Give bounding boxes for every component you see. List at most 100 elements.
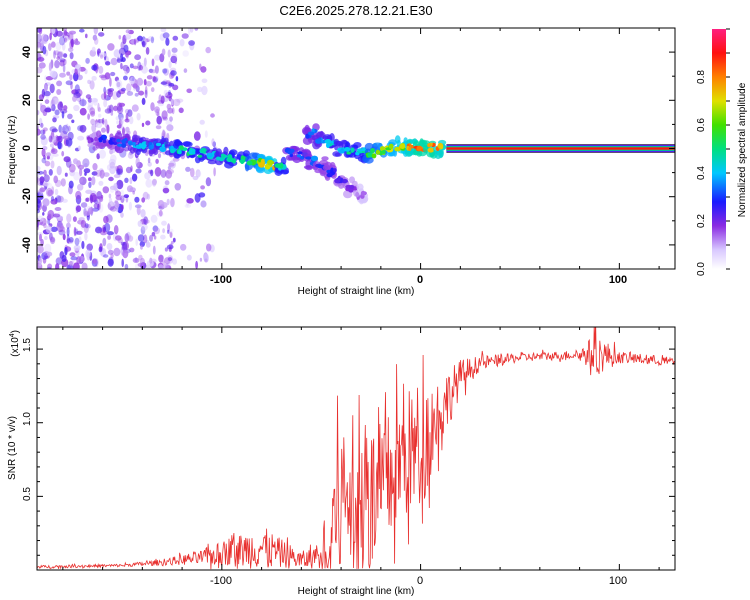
spectrogram-noise-cell xyxy=(44,99,50,104)
spectrogram-noise-cell xyxy=(97,119,104,124)
spectrogram-ridge-halo xyxy=(248,152,259,160)
spectrogram-noise-cell xyxy=(84,163,88,168)
spectrogram-noise-cell xyxy=(55,195,62,203)
spectrogram-noise-cell xyxy=(210,113,215,118)
spectrogram-y-tick-label: 20 xyxy=(21,94,33,106)
spectrogram-noise-cell xyxy=(149,234,153,242)
spectrogram-noise-cell xyxy=(98,32,105,37)
spectrogram-noise-cell xyxy=(92,207,99,212)
spectrogram-noise-cell xyxy=(128,201,132,211)
spectrogram-ridge-cell xyxy=(102,139,107,144)
spectrogram-noise-cell xyxy=(187,28,191,35)
spectrogram-noise-cell xyxy=(41,182,49,187)
spectrogram-ridge-cell xyxy=(179,145,184,150)
spectrogram-noise-cell xyxy=(150,169,154,177)
spectrogram-noise-cell xyxy=(183,68,188,73)
spectrogram-noise-cell xyxy=(98,203,104,213)
spectrogram-noise-cell xyxy=(158,209,163,217)
spectrogram-ridge-cell xyxy=(355,191,360,198)
spectrogram-ridge-cell xyxy=(246,160,253,166)
spectrogram-x-axis-label: Height of straight line (km) xyxy=(298,286,415,297)
spectrogram-noise-cell xyxy=(120,62,123,70)
spectrogram-noise-cell xyxy=(146,219,150,224)
spectrogram-noise-cell xyxy=(49,143,55,148)
spectrogram-ridge-halo xyxy=(183,141,193,148)
spectrogram-noise-cell xyxy=(150,214,158,223)
spectrogram-ridge-cell xyxy=(416,145,423,151)
spectrogram-noise-cell xyxy=(156,111,160,117)
spectrogram-ridge-halo xyxy=(344,142,351,148)
spectrogram-ridge-cell xyxy=(379,146,386,152)
spectrogram-noise-cell xyxy=(98,113,102,118)
spectrogram-noise-cell xyxy=(155,125,162,130)
spectrogram-noise-cell xyxy=(69,74,73,81)
spectrogram-noise-cell xyxy=(158,254,164,261)
spectrogram-noise-cell xyxy=(43,90,51,97)
spectrogram-ridge-halo xyxy=(131,134,139,142)
spectrogram-noise-cell xyxy=(172,258,178,265)
spectrogram-noise-cell xyxy=(145,80,152,87)
spectrogram-ridge-cell xyxy=(177,150,182,155)
spectrogram-ridge-cell xyxy=(346,151,352,155)
spectrogram-noise-cell xyxy=(200,200,207,208)
spectrogram-ridge-cell xyxy=(334,178,341,184)
spectrogram-noise-cell xyxy=(118,35,122,40)
spectrogram-noise-cell xyxy=(74,68,78,75)
spectrogram-noise-cell xyxy=(84,172,87,176)
spectrogram-noise-cell xyxy=(164,247,168,252)
spectrogram-noise-cell xyxy=(37,41,42,48)
spectrogram-noise-cell xyxy=(90,110,96,117)
spectrogram-noise-cell xyxy=(38,28,43,35)
spectrogram-noise-cell xyxy=(108,193,112,199)
spectrogram-noise-cell xyxy=(140,245,143,250)
spectrogram-ridge-halo xyxy=(305,165,313,171)
spectrogram-noise-cell xyxy=(55,257,63,265)
spectrogram-noise-cell xyxy=(42,205,47,212)
spectrogram-ridge-cell xyxy=(388,143,394,149)
spectrogram-noise-cell xyxy=(91,64,98,71)
spectrogram-ridge-cell xyxy=(116,138,121,143)
spectrogram-ridge-cell xyxy=(260,158,266,165)
spectrogram-y-tick-label: -20 xyxy=(21,188,33,204)
spectrogram-noise-cell xyxy=(131,104,139,112)
spectrogram-noise-cell xyxy=(63,156,71,163)
spectrogram-ridge-halo xyxy=(164,141,171,147)
spectrogram-noise-cell xyxy=(48,135,53,143)
spectrogram-noise-cell xyxy=(118,102,126,107)
spectrogram-noise-cell xyxy=(92,121,100,126)
spectrogram-noise-cell xyxy=(91,171,98,176)
spectrogram-noise-cell xyxy=(44,75,47,82)
spectrogram-noise-cell xyxy=(93,199,99,204)
spectrogram-noise-cell xyxy=(185,166,191,172)
spectrogram-noise-cell xyxy=(124,51,129,58)
spectrogram-noise-cell xyxy=(104,72,111,80)
spectrogram-noise-cell xyxy=(152,75,156,82)
spectrogram-noise-cell xyxy=(70,38,74,48)
spectrogram-noise-cell xyxy=(50,99,55,109)
spectrogram-noise-cell xyxy=(110,154,117,163)
spectrogram-y-axis-label: Frequency (Hz) xyxy=(7,116,18,185)
spectrogram-noise-cell xyxy=(40,136,48,146)
spectrogram-noise-cell xyxy=(151,231,156,237)
spectrogram-noise-cell xyxy=(62,233,66,241)
spectrogram-noise-cell xyxy=(44,82,48,92)
spectrogram-noise-cell xyxy=(147,157,151,164)
spectrogram-noise-cell xyxy=(92,34,98,41)
spectrogram-noise-cell xyxy=(164,180,170,186)
spectrogram-ridge-cell xyxy=(305,133,310,139)
spectrogram-noise-cell xyxy=(91,75,97,81)
spectrogram-noise-cell xyxy=(161,48,166,56)
spectrogram-noise-cell xyxy=(67,113,73,120)
spectrogram-noise-cell xyxy=(144,172,151,180)
spectrogram-ridge-cell xyxy=(138,143,142,147)
spectrogram-ridge-cell xyxy=(121,142,127,148)
spectrogram-noise-cell xyxy=(159,33,166,41)
spectrogram-noise-cell xyxy=(108,197,113,205)
spectrogram-noise-cell xyxy=(162,228,166,234)
spectrogram-noise-cell xyxy=(145,178,153,188)
spectrogram-noise-cell xyxy=(124,34,132,40)
spectrogram-noise-cell xyxy=(123,75,128,81)
colorbar-tick-label: 0.4 xyxy=(696,166,707,180)
spectrogram-ridge-halo xyxy=(194,155,201,164)
spectrogram-noise-cell xyxy=(126,83,132,93)
